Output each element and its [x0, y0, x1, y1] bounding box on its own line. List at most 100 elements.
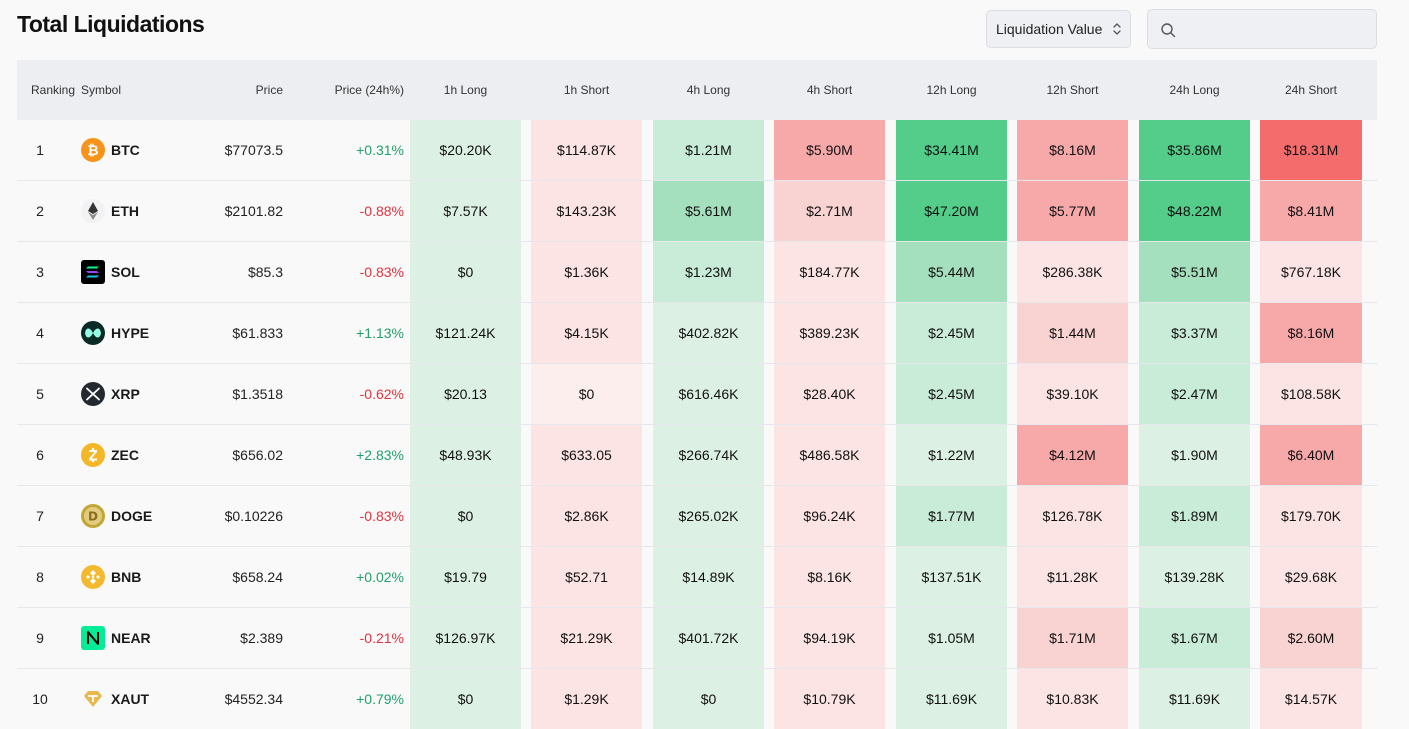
price: $658.24 [232, 569, 283, 585]
price-change: -0.83% [359, 264, 404, 280]
chevron-up-down-icon [1113, 23, 1121, 35]
symbol-label: SOL [111, 264, 140, 280]
table-row[interactable]: 5 XRP $1.3518 -0.62% $20.13 $0 $616.46K $28.40K… [17, 364, 1377, 425]
liquidation-metric-select[interactable]: Liquidation Value [986, 10, 1131, 48]
rank: 9 [36, 630, 44, 646]
symbol-cell[interactable]: ETH [81, 181, 201, 241]
price-change: +0.02% [356, 569, 404, 585]
liq-1h-long: $0 [410, 669, 521, 729]
liq-12h-long: $34.41M [896, 120, 1007, 180]
bitcoin-icon: ₿ [81, 138, 105, 162]
symbol-cell[interactable]: NEAR [81, 608, 201, 668]
symbol-cell[interactable]: SOL [81, 242, 201, 302]
liq-24h-short: $6.40M [1260, 425, 1362, 485]
header-12h-long[interactable]: 12h Long [926, 83, 977, 97]
liq-12h-short: $8.16M [1017, 120, 1128, 180]
header-4h-short[interactable]: 4h Short [806, 83, 853, 97]
symbol-label: ZEC [111, 447, 139, 463]
symbol-cell[interactable]: ZEC [81, 425, 201, 485]
liq-1h-short: $52.71 [531, 547, 642, 607]
header-12h-short[interactable]: 12h Short [1046, 83, 1099, 97]
symbol-label: HYPE [111, 325, 150, 341]
symbol-cell[interactable]: BNB [81, 547, 201, 607]
symbol-cell[interactable]: HYPE [81, 303, 201, 363]
liq-12h-short: $39.10K [1017, 364, 1128, 424]
table-row[interactable]: 8 BNB $658.24 +0.02% $19.79 $52.71 $14.89K $8.1… [17, 547, 1377, 608]
liq-4h-short: $28.40K [774, 364, 885, 424]
liq-24h-long: $48.22M [1139, 181, 1250, 241]
liq-1h-long: $0 [410, 242, 521, 302]
liq-4h-short: $5.90M [774, 120, 885, 180]
table-row[interactable]: 3 SOL $85.3 -0.83% $0 $1.36K $1.23M $184.77K $5.… [17, 242, 1377, 303]
liq-24h-short: $2.60M [1260, 608, 1362, 668]
liq-1h-long: $7.57K [410, 181, 521, 241]
rank: 8 [36, 569, 44, 585]
liq-24h-short: $18.31M [1260, 120, 1362, 180]
header-price-change[interactable]: Price (24h%) [334, 83, 404, 97]
rank: 6 [36, 447, 44, 463]
search-box[interactable] [1147, 9, 1377, 49]
search-icon [1161, 23, 1176, 38]
liq-12h-long: $11.69K [896, 669, 1007, 729]
rank: 4 [36, 325, 44, 341]
symbol-cell[interactable]: XAUT [81, 669, 201, 729]
page-header: Total Liquidations Liquidation Value [0, 0, 1409, 60]
rank: 3 [36, 264, 44, 280]
liq-12h-short: $286.38K [1017, 242, 1128, 302]
header-1h-short[interactable]: 1h Short [563, 83, 610, 97]
search-input[interactable] [1184, 16, 1369, 42]
header-24h-long[interactable]: 24h Long [1169, 83, 1220, 97]
price: $1.3518 [232, 386, 283, 402]
liq-4h-short: $10.79K [774, 669, 885, 729]
table-row[interactable]: 9 NEAR $2.389 -0.21% $126.97K $21.29K $401.72K… [17, 608, 1377, 669]
liq-1h-long: $126.97K [410, 608, 521, 668]
price: $4552.34 [224, 691, 283, 707]
liq-1h-short: $21.29K [531, 608, 642, 668]
table-body: 1 ₿ BTC $77073.5 +0.31% $20.20K $114.87K $1.21M… [17, 120, 1377, 729]
symbol-label: NEAR [111, 630, 151, 646]
liq-4h-long: $402.82K [653, 303, 764, 363]
table-row[interactable]: 7 D DOGE $0.10226 -0.83% $0 $2.86K $265.02K $96.… [17, 486, 1377, 547]
liq-4h-short: $2.71M [774, 181, 885, 241]
metric-select-value: Liquidation Value [996, 21, 1103, 37]
rank: 10 [32, 691, 48, 707]
liq-4h-short: $96.24K [774, 486, 885, 546]
symbol-cell[interactable]: D DOGE [81, 486, 201, 546]
page-title: Total Liquidations [17, 11, 205, 37]
ethereum-icon [81, 199, 105, 223]
tether-gold-icon [81, 687, 105, 711]
table-row[interactable]: 6 ZEC $656.02 +2.83% $48.93K $633.05 $266.74K $… [17, 425, 1377, 486]
header-ranking[interactable]: Ranking [31, 83, 76, 97]
header-4h-long[interactable]: 4h Long [686, 83, 731, 97]
header-symbol[interactable]: Symbol [81, 83, 122, 97]
table-row[interactable]: 1 ₿ BTC $77073.5 +0.31% $20.20K $114.87K $1.21M… [17, 120, 1377, 181]
dogecoin-icon: D [81, 504, 105, 528]
hyperliquid-icon [81, 321, 105, 345]
svg-text:D: D [88, 510, 98, 524]
liq-4h-long: $266.74K [653, 425, 764, 485]
liq-4h-long: $1.21M [653, 120, 764, 180]
rank: 2 [36, 203, 44, 219]
symbol-cell[interactable]: XRP [81, 364, 201, 424]
liquidations-table: Ranking Symbol Price Price (24h%) 1h Lon… [17, 60, 1377, 729]
xrp-icon [81, 382, 105, 406]
header-24h-short[interactable]: 24h Short [1284, 83, 1338, 97]
liq-1h-short: $2.86K [531, 486, 642, 546]
liq-4h-long: $0 [653, 669, 764, 729]
liq-24h-long: $5.51M [1139, 242, 1250, 302]
header-price[interactable]: Price [255, 83, 283, 97]
table-row[interactable]: 10 XAUT $4552.34 +0.79% $0 $1.29K $0 $10.79K $11… [17, 669, 1377, 729]
liq-1h-long: $20.13 [410, 364, 521, 424]
liq-12h-short: $5.77M [1017, 181, 1128, 241]
table-header: Ranking Symbol Price Price (24h%) 1h Lon… [17, 60, 1377, 120]
table-row[interactable]: 2 ETH $2101.82 -0.88% $7.57K $143.23K $5.61M $2… [17, 181, 1377, 242]
liq-4h-short: $486.58K [774, 425, 885, 485]
liq-4h-short: $94.19K [774, 608, 885, 668]
near-icon [81, 626, 105, 650]
header-1h-long[interactable]: 1h Long [443, 83, 488, 97]
liq-1h-short: $0 [531, 364, 642, 424]
price-change: +1.13% [356, 325, 404, 341]
table-row[interactable]: 4 HYPE $61.833 +1.13% $121.24K $4.15K $402.82K… [17, 303, 1377, 364]
price-change: -0.21% [359, 630, 404, 646]
symbol-cell[interactable]: ₿ BTC [81, 120, 201, 180]
